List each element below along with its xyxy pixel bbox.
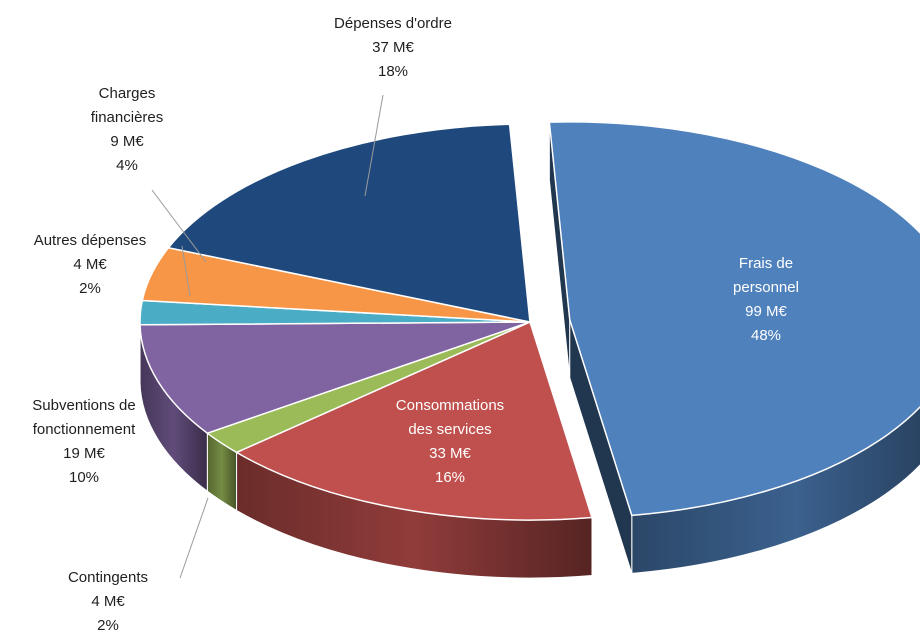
- slice-label-line-0: Dépenses d'ordre: [334, 15, 452, 32]
- slice-label-percent: 2%: [79, 280, 101, 297]
- slice-label-line-1: fonctionnement: [33, 421, 136, 438]
- slice-label-0: Frais de personnel 99 M€ 48%: [733, 255, 799, 344]
- pie-sides: [139, 122, 920, 579]
- slice-label-value: 19 M€: [63, 445, 105, 462]
- slice-label-percent: 18%: [378, 63, 408, 80]
- pie-slice-subventions-de-fonctionnement: [139, 321, 531, 435]
- slice-label-line-1: des services: [408, 421, 491, 438]
- slice-label-value: 99 M€: [745, 303, 787, 320]
- slice-label-line-0: Contingents: [68, 569, 148, 586]
- slice-label-percent: 4%: [116, 157, 138, 174]
- slice-label-percent: 48%: [751, 327, 781, 344]
- leader-line-2: [179, 497, 209, 579]
- slice-label-6: Dépenses d'ordre 37 M€ 18%: [334, 15, 452, 80]
- slice-label-percent: 2%: [97, 617, 119, 634]
- leader-line-5: [151, 189, 207, 263]
- slice-label-percent: 16%: [435, 469, 465, 486]
- slice-label-line-1: financières: [91, 109, 164, 126]
- slice-label-line-0: Autres dépenses: [34, 232, 147, 249]
- slice-label-2: Contingents 4 M€ 2%: [68, 569, 148, 634]
- slice-label-1: Consommations des services 33 M€ 16%: [396, 397, 504, 486]
- leader-line-4: [181, 245, 191, 297]
- slice-label-line-0: Consommations: [396, 397, 504, 414]
- slice-labels: Frais de personnel 99 M€ 48% Consommations de…: [32, 15, 799, 634]
- pie-slice-consommations-des-services: [234, 320, 593, 521]
- slice-label-percent: 10%: [69, 469, 99, 486]
- slice-label-value: 37 M€: [372, 39, 414, 56]
- slice-label-value: 33 M€: [429, 445, 471, 462]
- slice-label-value: 9 M€: [110, 133, 144, 150]
- slice-label-value: 4 M€: [91, 593, 125, 610]
- pie-slice-frais-de-personnel: [548, 121, 920, 517]
- slice-label-3: Subventions de fonctionnement 19 M€ 10%: [32, 397, 136, 486]
- slice-label-value: 4 M€: [73, 256, 107, 273]
- slice-label-line-0: Frais de: [739, 255, 793, 272]
- slice-label-5: Charges financières 9 M€ 4%: [91, 85, 164, 174]
- slice-label-line-0: Subventions de: [32, 397, 135, 414]
- slice-label-line-0: Charges: [99, 85, 156, 102]
- slice-label-4: Autres dépenses 4 M€ 2%: [34, 232, 147, 297]
- leader-lines: [151, 94, 384, 579]
- leader-line-6: [364, 94, 384, 197]
- pie-tops: [139, 121, 920, 521]
- slice-label-line-1: personnel: [733, 279, 799, 296]
- pie-slice-d-penses-d-ordre: [167, 123, 531, 323]
